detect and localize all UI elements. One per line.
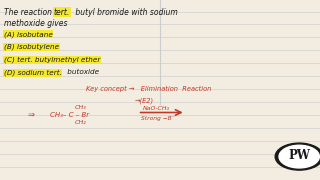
Text: (B) isobutylene: (B) isobutylene <box>4 44 59 50</box>
Circle shape <box>279 145 319 168</box>
Text: PW: PW <box>288 149 310 162</box>
Text: CH₃: CH₃ <box>75 105 87 110</box>
Text: (C) tert. butylmethyl ether: (C) tert. butylmethyl ether <box>4 57 100 63</box>
Text: Strong −B⁻: Strong −B⁻ <box>141 116 175 121</box>
Text: CH₃– C – Br: CH₃– C – Br <box>50 112 89 118</box>
Circle shape <box>275 143 320 170</box>
Text: →(E2): →(E2) <box>134 97 154 104</box>
Text: methoxide gives: methoxide gives <box>4 19 67 28</box>
Text: ⇒: ⇒ <box>27 110 34 119</box>
Text: tert.: tert. <box>54 8 70 17</box>
Text: butoxide: butoxide <box>65 69 100 75</box>
Text: (A) isobutane: (A) isobutane <box>4 31 53 38</box>
Text: The reaction of: The reaction of <box>4 8 64 17</box>
Text: NaO·CH₃: NaO·CH₃ <box>142 106 169 111</box>
Text: (D) sodium tert.: (D) sodium tert. <box>4 69 62 76</box>
Text: CH₂: CH₂ <box>75 120 87 125</box>
Text: Key concept →   Elimination  Reaction: Key concept → Elimination Reaction <box>86 86 212 92</box>
Text: butyl bromide with sodium: butyl bromide with sodium <box>73 8 178 17</box>
